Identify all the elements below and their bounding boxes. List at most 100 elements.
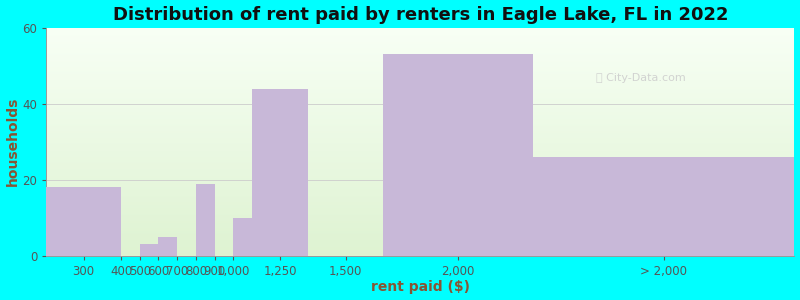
Bar [46, 137, 794, 138]
Bar [46, 207, 794, 208]
Bar [46, 133, 794, 134]
Bar [46, 129, 794, 130]
Bar [46, 249, 794, 250]
Bar [46, 59, 794, 60]
Bar [46, 61, 794, 62]
Bar [46, 118, 794, 119]
Bar [46, 144, 794, 145]
Bar [46, 219, 794, 220]
Bar [46, 215, 794, 216]
Bar [46, 103, 794, 104]
Bar [46, 73, 794, 74]
Bar [46, 234, 794, 235]
Bar [46, 154, 794, 155]
Bar [46, 243, 794, 244]
Bar [46, 178, 794, 179]
Bar [46, 93, 794, 94]
Bar [46, 198, 794, 199]
Bar [46, 88, 794, 89]
Bar [46, 83, 794, 84]
Bar [46, 254, 794, 255]
Bar [46, 112, 794, 113]
Bar [46, 175, 794, 176]
Bar [46, 146, 794, 147]
Bar [46, 101, 794, 102]
Bar [46, 71, 794, 72]
Bar [252, 88, 308, 256]
Bar [46, 121, 794, 122]
Bar [46, 147, 794, 148]
Bar [46, 89, 794, 90]
Bar [46, 94, 794, 95]
Bar [46, 117, 794, 118]
Bar [46, 63, 794, 64]
Bar [46, 168, 794, 169]
Bar [46, 173, 794, 174]
Bar [46, 246, 794, 247]
Bar [46, 127, 794, 128]
Bar [46, 37, 794, 38]
Bar [46, 55, 794, 56]
Bar [46, 41, 794, 42]
Bar [46, 75, 794, 76]
Bar [46, 28, 794, 29]
Bar [46, 35, 794, 36]
Bar [46, 159, 794, 160]
Bar [46, 232, 794, 233]
Bar [46, 110, 794, 111]
Bar [46, 126, 794, 127]
Bar [46, 187, 794, 188]
Bar [46, 57, 794, 58]
Bar [46, 47, 794, 48]
Bar [46, 236, 794, 237]
Bar [46, 96, 794, 97]
Bar [46, 185, 794, 186]
Bar [46, 206, 794, 207]
Bar [46, 51, 794, 52]
Bar [46, 217, 794, 218]
Bar [46, 72, 794, 73]
Bar [196, 184, 214, 256]
Bar [46, 238, 794, 239]
Bar [46, 164, 794, 165]
Bar [46, 79, 794, 80]
Y-axis label: households: households [6, 97, 19, 187]
Bar [46, 224, 794, 225]
Bar [46, 191, 794, 192]
Bar [46, 128, 794, 129]
Bar [46, 40, 794, 41]
Bar [46, 202, 794, 203]
Bar [46, 49, 794, 50]
Bar [158, 237, 177, 256]
Bar [46, 163, 794, 164]
Bar [46, 67, 794, 68]
Bar [46, 39, 794, 40]
Bar [46, 90, 794, 91]
Bar [46, 130, 794, 131]
Bar [46, 74, 794, 75]
Bar [46, 111, 794, 112]
Bar [46, 81, 794, 82]
Bar [46, 241, 794, 242]
Bar [46, 52, 794, 53]
Bar [46, 156, 794, 157]
Bar [46, 65, 794, 66]
Bar [46, 95, 794, 96]
Bar [46, 203, 794, 204]
Bar [46, 192, 794, 193]
Bar [46, 82, 794, 83]
Bar [46, 220, 794, 221]
Bar [46, 221, 794, 222]
Bar [46, 176, 794, 177]
Bar [46, 34, 794, 35]
Bar [46, 122, 794, 123]
Bar [46, 213, 794, 214]
Bar [46, 43, 794, 44]
Bar [46, 187, 121, 256]
Bar [46, 106, 794, 107]
Bar [46, 237, 794, 238]
Bar [46, 56, 794, 57]
Bar [46, 225, 794, 226]
Bar [46, 201, 794, 202]
Bar [46, 167, 794, 168]
